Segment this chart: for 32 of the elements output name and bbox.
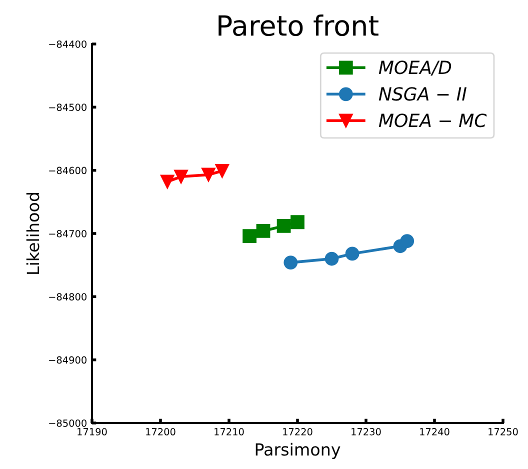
point <box>284 256 298 270</box>
point <box>202 168 216 182</box>
point <box>242 229 256 243</box>
legend-label: MOEA/D <box>378 60 452 76</box>
x-tick-label: 17240 <box>420 428 450 436</box>
y-tick-label: −84700 <box>49 230 86 238</box>
legend-label: NSGA − II <box>378 87 466 101</box>
x-tick-label: 17190 <box>78 428 107 436</box>
y-tick-label: −84800 <box>49 293 86 300</box>
point <box>276 218 291 233</box>
y-tick-label: −84600 <box>49 166 86 174</box>
point <box>256 224 270 238</box>
point <box>215 164 230 178</box>
x-tick-label: 17230 <box>352 428 381 436</box>
point <box>345 246 360 261</box>
y-tick-label: −84900 <box>49 356 86 364</box>
chart-title: Pareto front <box>218 14 378 36</box>
point <box>324 252 339 266</box>
point <box>400 234 414 248</box>
y-axis-title: Likelihood <box>26 193 40 274</box>
y-tick-label: −84500 <box>49 104 86 111</box>
x-tick-label: 17220 <box>283 428 312 436</box>
legend-label: MOEA − MC <box>378 114 487 128</box>
x-tick-label: 17210 <box>214 428 244 436</box>
x-axis-title: Parsimony <box>256 442 340 459</box>
y-tick-label: −85000 <box>49 419 86 427</box>
point <box>174 170 188 184</box>
point <box>160 174 174 189</box>
y-tick-label: −84400 <box>49 40 86 48</box>
point <box>290 215 304 230</box>
x-tick-label: 17200 <box>146 428 176 436</box>
x-tick-label: 17250 <box>488 428 518 436</box>
